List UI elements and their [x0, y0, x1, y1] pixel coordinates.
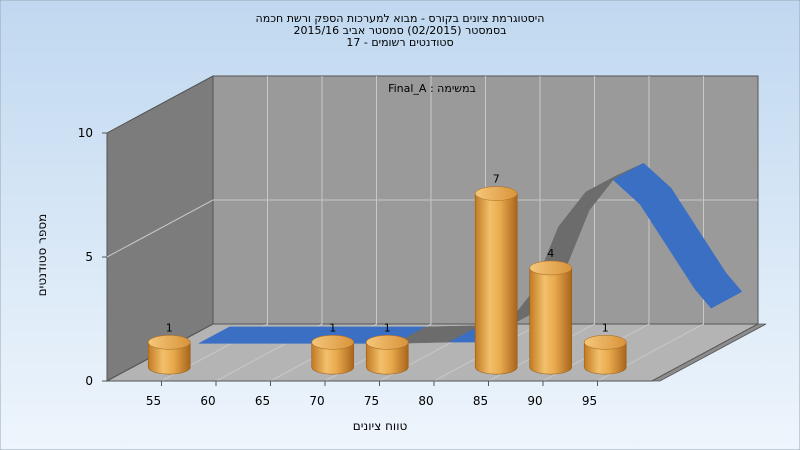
bar-top — [147, 335, 191, 350]
y-gridline — [106, 199, 758, 258]
bar-top — [474, 186, 518, 201]
x-gridline — [324, 76, 432, 382]
y-tick-label: 10 — [78, 126, 93, 140]
x-axis-title: טווח ציונים — [353, 419, 408, 433]
x-tick-label: 55 — [146, 394, 161, 408]
chart-title-line-3: סטודנטים רשומים - 17 — [346, 36, 454, 49]
x-tick-label: 70 — [309, 394, 324, 408]
y-tick-label: 0 — [85, 374, 93, 388]
y-tick-label: 5 — [85, 250, 93, 264]
bar-body — [365, 342, 409, 375]
curve-segment — [694, 271, 743, 309]
x-gridline — [597, 76, 704, 382]
chart-annotation: במשימה : Final_A — [388, 82, 476, 95]
x-gridline — [161, 76, 268, 382]
bar-data-label: 7 — [493, 173, 500, 186]
bar-top — [311, 335, 355, 350]
x-tick-label: 95 — [582, 394, 597, 408]
bar-body — [311, 342, 355, 375]
histogram-bar — [147, 335, 191, 375]
chart-title-line-2: בסמסטר (02/2015) סמסטר אביב 2015/16 — [293, 24, 507, 37]
bar-top — [529, 260, 573, 276]
bar-top — [365, 335, 409, 350]
bar-body — [474, 193, 518, 375]
x-tick-label: 65 — [255, 394, 270, 408]
x-gridline — [215, 76, 323, 382]
y-axis-title: מספר סטודנטים — [35, 214, 49, 297]
histogram-bar — [311, 335, 355, 375]
histogram-bar — [474, 186, 518, 375]
chart-floor-edge — [651, 323, 767, 382]
bar-top — [583, 335, 627, 350]
chart-title-line-1: היסטוגרמת ציונים בקורס - מבוא למערכות הס… — [255, 12, 545, 25]
histogram-bar — [583, 335, 627, 375]
histogram-bar — [365, 335, 409, 375]
x-tick-label: 85 — [473, 394, 488, 408]
bar-data-label: 1 — [329, 321, 336, 334]
histogram-bar — [529, 260, 573, 375]
x-tick-label: 90 — [527, 394, 542, 408]
x-gridline — [542, 76, 650, 382]
bar-body — [583, 342, 627, 375]
x-gridline — [270, 76, 377, 382]
x-tick-label: 75 — [364, 394, 379, 408]
x-gridline — [488, 76, 595, 382]
x-tick-label: 60 — [200, 394, 215, 408]
bar-data-label: 1 — [166, 321, 173, 334]
bar-data-label: 1 — [384, 321, 391, 334]
bar-body — [147, 342, 191, 375]
bar-data-label: 4 — [547, 247, 554, 260]
bar-data-label: 1 — [602, 321, 609, 334]
bar-body — [529, 267, 573, 375]
x-tick-label: 80 — [418, 394, 433, 408]
